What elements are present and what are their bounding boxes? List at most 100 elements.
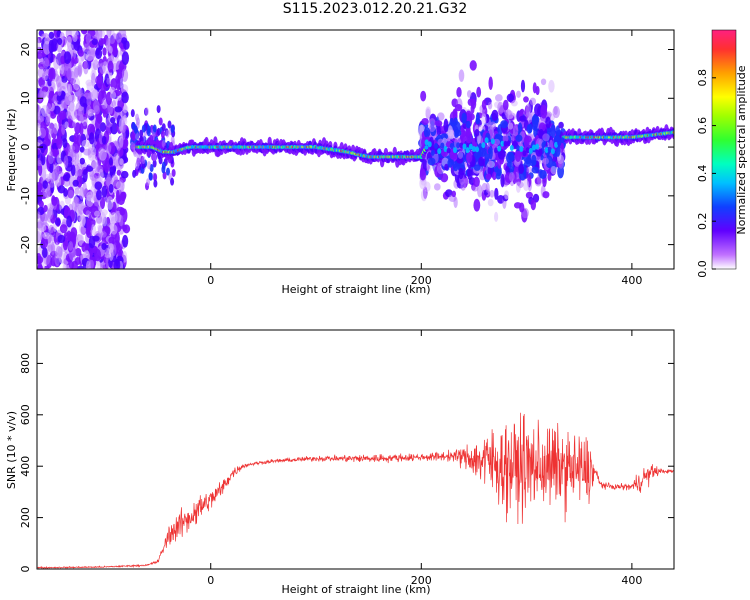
spectrogram-frame <box>36 29 675 270</box>
spectrogram-cell <box>497 101 504 115</box>
spectrogram-cell <box>82 168 88 183</box>
spectrogram-cell <box>171 168 176 177</box>
spectrogram-cell <box>506 93 515 103</box>
spectrogram-cell <box>108 46 113 54</box>
snr-frame <box>36 329 675 570</box>
spectrogram-cell <box>81 139 90 148</box>
spectrogram-cell <box>37 52 44 59</box>
spectrogram-cell <box>113 152 121 167</box>
spectrogram-cell <box>465 151 473 163</box>
colorbar-tick-label: 0.6 <box>696 117 709 135</box>
colorbar-gradient <box>711 29 737 270</box>
spectrogram-cell <box>134 131 139 140</box>
spectrogram-cell <box>484 137 489 144</box>
spectrogram-cell <box>92 100 100 113</box>
spectrogram-cell <box>106 196 114 210</box>
spectrogram-cell <box>97 224 103 231</box>
spectrogram-cell <box>107 60 114 73</box>
spectrogram-x-tick-label: 400 <box>621 274 642 287</box>
spectrogram-cell <box>38 200 44 208</box>
colorbar-tick-label: 0.8 <box>696 69 709 87</box>
colorbar-ticks: 0.0 0.2 0.4 0.6 0.8 <box>696 69 716 278</box>
spectrogram-cell <box>144 107 149 116</box>
spectrogram-cell <box>108 157 113 166</box>
spectrogram-cell <box>57 37 63 46</box>
spectrogram-y-tick-label: 0 <box>19 144 32 151</box>
spectrogram-cell <box>473 164 481 171</box>
spectrogram-cell <box>517 122 523 133</box>
spectrogram-y-tick-label: 10 <box>19 91 32 105</box>
spectrogram-cell <box>522 179 530 191</box>
spectrogram-cell <box>434 142 439 149</box>
spectrogram-cell <box>101 242 107 251</box>
spectrogram-cell <box>40 165 47 176</box>
spectrogram-cell <box>48 122 55 135</box>
spectrogram-cell <box>507 122 514 130</box>
spectrogram-cell <box>542 157 549 165</box>
spectrogram-cell <box>481 99 487 110</box>
spectrogram-cell <box>42 232 50 240</box>
spectrogram-cell <box>523 135 530 148</box>
spectrogram-cell <box>156 105 161 114</box>
spectrogram-cell <box>87 108 95 117</box>
colorbar-tick-label: 0.4 <box>696 165 709 183</box>
colorbar-label: Normalized spectral amplitude <box>735 65 748 234</box>
snr-x-tick-label: 0 <box>207 574 214 587</box>
spectrogram-cell <box>554 141 559 148</box>
spectrogram-cell <box>116 78 121 91</box>
spectrogram-cell <box>61 124 66 136</box>
spectrogram-cell <box>44 36 51 45</box>
spectrogram-cell <box>79 157 85 165</box>
snr-line <box>37 412 674 569</box>
spectrogram-cell <box>471 146 476 153</box>
spectrogram-cell <box>96 114 102 124</box>
spectrogram-cell <box>167 120 172 129</box>
spectrogram-cell <box>508 171 515 182</box>
spectrogram-cell <box>534 103 542 117</box>
spectrogram-cell <box>557 140 562 147</box>
spectrogram-cell <box>505 152 514 164</box>
spectrogram-cell <box>106 77 111 85</box>
spectrogram-cell <box>487 148 492 155</box>
spectrogram-cell <box>110 117 116 124</box>
spectrogram-cell <box>541 141 546 148</box>
spectrogram-y-tick-label: 20 <box>19 43 32 57</box>
spectrogram-cell <box>108 236 116 245</box>
spectrogram-cell <box>531 144 536 151</box>
spectrogram-cell <box>136 158 141 167</box>
spectrogram-cell <box>146 161 151 170</box>
spectrogram-cell <box>73 67 79 78</box>
spectrogram-cell <box>478 156 485 167</box>
spectrogram-cell <box>141 156 146 165</box>
spectrogram-cell <box>547 146 552 153</box>
spectrogram-cell <box>72 77 81 91</box>
spectrogram-cell <box>78 234 85 246</box>
spectrogram-cell <box>130 141 135 150</box>
spectrogram-cell <box>83 148 92 156</box>
spectrogram-cell <box>419 177 427 190</box>
spectrogram-cell <box>54 218 61 226</box>
spectrogram-cell <box>444 163 449 171</box>
spectrogram-cell <box>506 161 513 168</box>
spectrogram-cell <box>548 79 555 93</box>
spectrogram-cell <box>42 186 51 198</box>
spectrogram-cell <box>98 148 107 161</box>
spectrogram-cell <box>477 184 483 198</box>
spectrogram-cell <box>489 189 495 198</box>
spectrogram-cell <box>497 149 506 160</box>
spectrogram-cell <box>449 142 454 149</box>
spectrogram-cell <box>494 187 499 200</box>
spectrogram-cell <box>63 51 72 64</box>
spectrogram-y-tick-label: -10 <box>19 187 32 205</box>
spectrogram-cell <box>67 83 73 96</box>
spectrogram-cell <box>96 189 102 201</box>
spectrogram-cell <box>519 146 524 153</box>
spectrogram-cell <box>461 112 467 124</box>
spectrogram-cell <box>468 143 473 150</box>
spectrogram-heatmap <box>37 30 674 269</box>
spectrogram-cell <box>456 142 461 149</box>
spectrogram-y-tick-label: -20 <box>19 236 32 254</box>
spectrogram-cell <box>473 198 481 212</box>
spectrogram-cell <box>542 191 550 199</box>
spectrogram-cell <box>107 243 115 253</box>
